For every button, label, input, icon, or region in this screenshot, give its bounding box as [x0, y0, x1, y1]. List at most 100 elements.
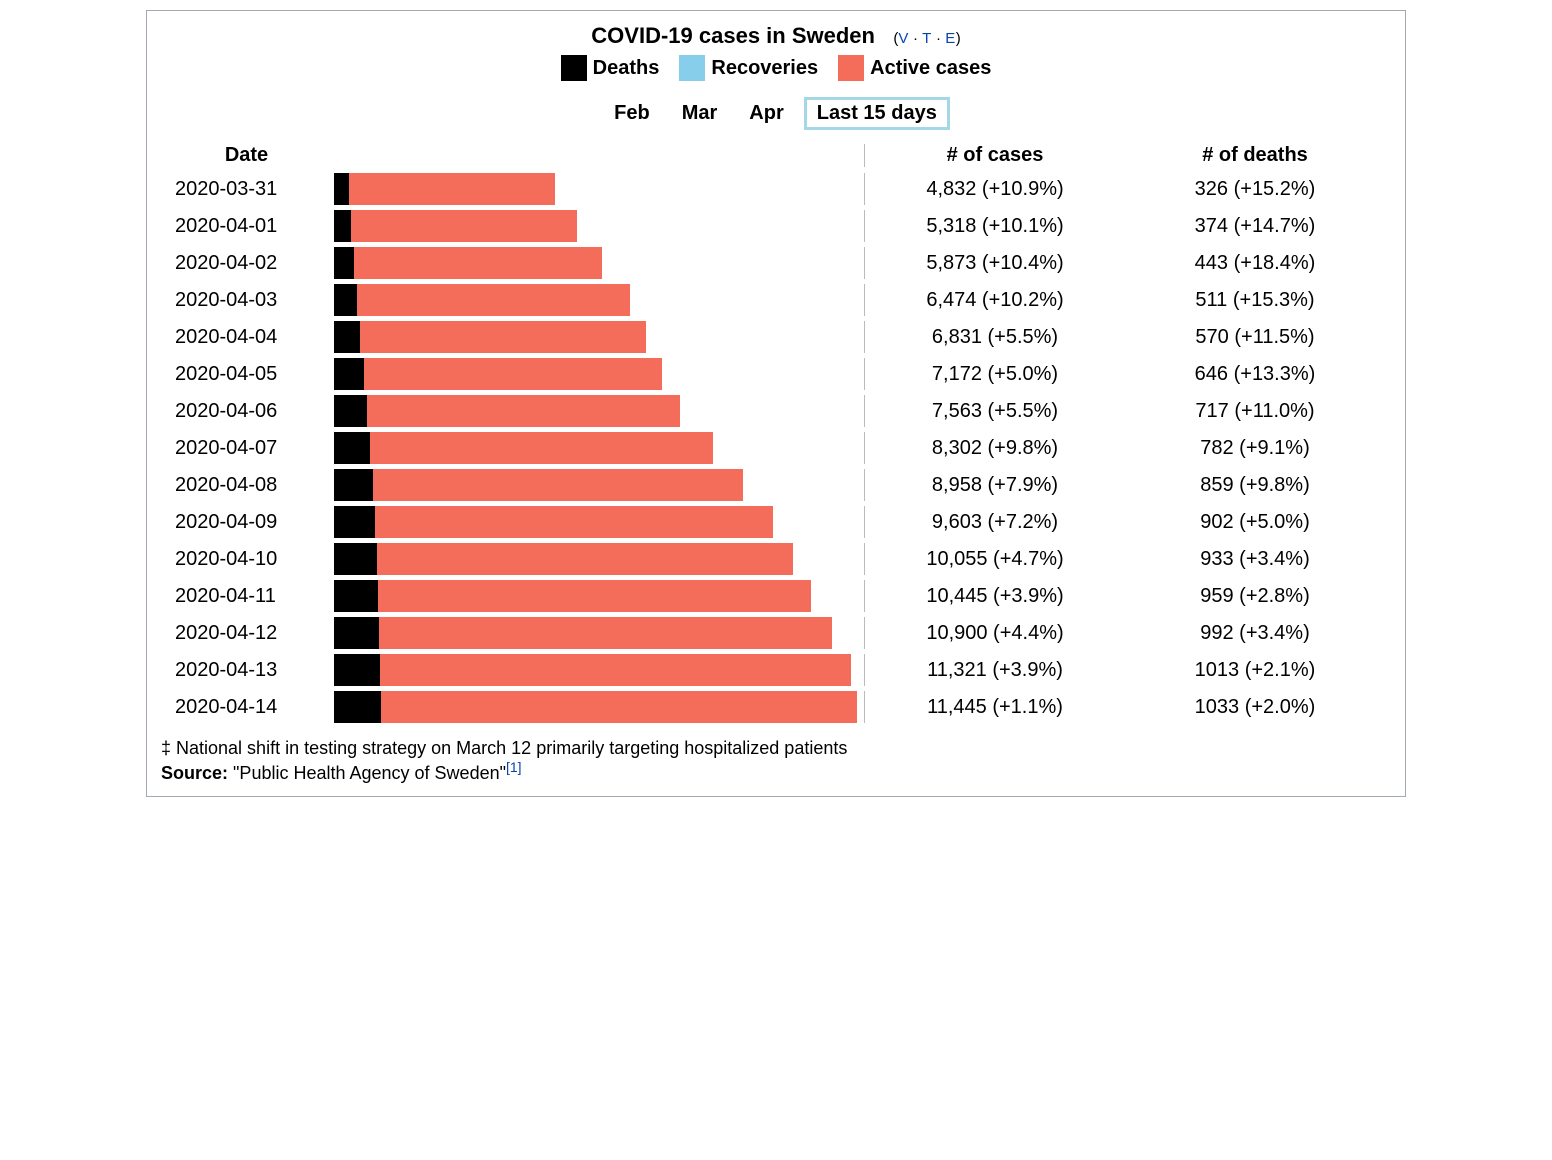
row-date: 2020-04-03 — [159, 289, 334, 312]
time-tab-active[interactable]: Last 15 days — [804, 97, 950, 130]
bar-segment-deaths — [334, 543, 377, 575]
data-row: 2020-04-057,172 (+5.0%)646 (+13.3%) — [159, 358, 1393, 390]
row-cases: 6,474 (+10.2%) — [865, 289, 1125, 312]
row-cases: 7,172 (+5.0%) — [865, 363, 1125, 386]
row-bar — [334, 580, 865, 612]
bar-segment-deaths — [334, 321, 360, 353]
bar-segment-deaths — [334, 617, 379, 649]
row-date: 2020-04-12 — [159, 622, 334, 645]
row-deaths: 992 (+3.4%) — [1125, 622, 1385, 645]
row-cases: 10,445 (+3.9%) — [865, 585, 1125, 608]
row-bar — [334, 506, 865, 538]
row-deaths: 511 (+15.3%) — [1125, 289, 1385, 312]
source-ref-link[interactable]: [1] — [506, 759, 522, 775]
data-row: 2020-04-015,318 (+10.1%)374 (+14.7%) — [159, 210, 1393, 242]
bar-segment-deaths — [334, 395, 367, 427]
bar-segment-active — [375, 506, 773, 538]
bar-segment-active — [357, 284, 629, 316]
bar-segment-deaths — [334, 691, 381, 723]
data-row: 2020-04-046,831 (+5.5%)570 (+11.5%) — [159, 321, 1393, 353]
row-cases: 8,958 (+7.9%) — [865, 474, 1125, 497]
time-tab[interactable]: Feb — [602, 98, 662, 129]
bar-segment-deaths — [334, 284, 357, 316]
row-bar — [334, 173, 865, 205]
vte-view-link[interactable]: V — [898, 30, 909, 47]
header-cases: # of cases — [865, 144, 1125, 167]
header-date: Date — [159, 144, 334, 167]
row-date: 2020-04-10 — [159, 548, 334, 571]
row-bar — [334, 654, 865, 686]
row-deaths: 859 (+9.8%) — [1125, 474, 1385, 497]
bar-segment-active — [380, 654, 851, 686]
vte-sep1: · — [909, 30, 922, 47]
row-date: 2020-03-31 — [159, 178, 334, 201]
time-tabs: Feb MarApr Last 15 days — [159, 93, 1393, 144]
row-bar — [334, 321, 865, 353]
bar-segment-deaths — [334, 210, 351, 242]
chart-legend: DeathsRecoveriesActive cases — [159, 51, 1393, 93]
row-deaths: 1013 (+2.1%) — [1125, 659, 1385, 682]
bar-segment-deaths — [334, 358, 364, 390]
row-bar — [334, 358, 865, 390]
row-bar — [334, 469, 865, 501]
row-bar — [334, 284, 865, 316]
data-rows: 2020-03-314,832 (+10.9%)326 (+15.2%)2020… — [159, 173, 1393, 723]
row-cases: 7,563 (+5.5%) — [865, 400, 1125, 423]
legend-swatch — [679, 55, 705, 81]
row-cases: 11,445 (+1.1%) — [865, 696, 1125, 719]
header-bar-spacer — [334, 144, 865, 167]
footnotes: ‡ National shift in testing strategy on … — [159, 728, 1393, 786]
row-date: 2020-04-06 — [159, 400, 334, 423]
vte-sep2: · — [932, 30, 945, 47]
row-date: 2020-04-09 — [159, 511, 334, 534]
row-date: 2020-04-11 — [159, 585, 334, 608]
legend-label: Recoveries — [711, 57, 818, 80]
row-date: 2020-04-13 — [159, 659, 334, 682]
bar-segment-deaths — [334, 432, 370, 464]
bar-segment-active — [360, 321, 646, 353]
legend-swatch — [838, 55, 864, 81]
chart-title-row: COVID-19 cases in Sweden (V · T · E) — [159, 19, 1393, 51]
bar-segment-deaths — [334, 469, 373, 501]
vte-links: (V · T · E) — [893, 30, 960, 47]
time-tab[interactable]: Apr — [737, 98, 795, 129]
bar-segment-active — [370, 432, 714, 464]
row-cases: 9,603 (+7.2%) — [865, 511, 1125, 534]
bar-segment-active — [349, 173, 555, 205]
bar-segment-deaths — [334, 654, 380, 686]
vte-edit-link[interactable]: E — [945, 30, 956, 47]
data-row: 2020-04-067,563 (+5.5%)717 (+11.0%) — [159, 395, 1393, 427]
row-cases: 5,873 (+10.4%) — [865, 252, 1125, 275]
row-date: 2020-04-01 — [159, 215, 334, 238]
row-cases: 10,900 (+4.4%) — [865, 622, 1125, 645]
vte-talk-link[interactable]: T — [922, 30, 932, 47]
bar-segment-deaths — [334, 506, 375, 538]
row-date: 2020-04-14 — [159, 696, 334, 719]
row-date: 2020-04-04 — [159, 326, 334, 349]
vte-close: ) — [956, 30, 961, 47]
row-cases: 10,055 (+4.7%) — [865, 548, 1125, 571]
bar-segment-active — [379, 617, 832, 649]
row-deaths: 902 (+5.0%) — [1125, 511, 1385, 534]
bar-segment-deaths — [334, 173, 349, 205]
bar-segment-deaths — [334, 247, 354, 279]
data-row: 2020-04-088,958 (+7.9%)859 (+9.8%) — [159, 469, 1393, 501]
footnote-note: ‡ National shift in testing strategy on … — [161, 738, 1391, 759]
bar-segment-active — [367, 395, 680, 427]
time-tab[interactable]: Mar — [670, 98, 730, 129]
row-bar — [334, 247, 865, 279]
chart-container: COVID-19 cases in Sweden (V · T · E) Dea… — [146, 10, 1406, 797]
row-deaths: 1033 (+2.0%) — [1125, 696, 1385, 719]
bar-segment-active — [381, 691, 857, 723]
data-row: 2020-04-09 9,603 (+7.2%)902 (+5.0%) — [159, 506, 1393, 538]
data-row: 2020-04-078,302 (+9.8%)782 (+9.1%) — [159, 432, 1393, 464]
row-cases: 4,832 (+10.9%) — [865, 178, 1125, 201]
data-row: 2020-04-025,873 (+10.4%)443 (+18.4%) — [159, 247, 1393, 279]
legend-label: Deaths — [593, 57, 660, 80]
row-bar — [334, 395, 865, 427]
row-bar — [334, 617, 865, 649]
data-row: 2020-04-1110,445 (+3.9%)959 (+2.8%) — [159, 580, 1393, 612]
legend-swatch — [561, 55, 587, 81]
row-deaths: 933 (+3.4%) — [1125, 548, 1385, 571]
row-bar — [334, 691, 865, 723]
